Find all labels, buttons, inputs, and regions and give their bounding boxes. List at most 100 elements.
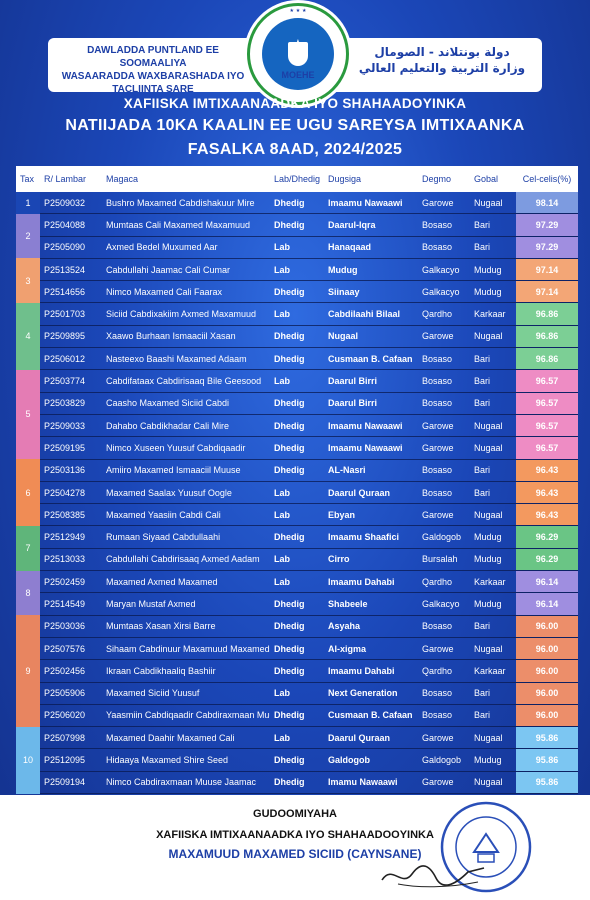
table-row: P2508385 Maxamed Yaasiin Cabdi Cali Lab Eby…	[16, 503, 578, 527]
gender-cell: Dhedig	[270, 771, 324, 795]
rank-cell: 7	[16, 525, 40, 571]
table-row: 9 P2503036 Mumtaas Xasan Xirsi Barre Dhedig…	[16, 615, 578, 727]
table-row: P2512095 Hidaaya Maxamed Shire Seed Dhedig…	[16, 748, 578, 772]
score-cell: 98.14	[516, 192, 578, 215]
score-cell: 96.29	[516, 548, 578, 572]
district-cell: Galkacyo	[418, 592, 470, 616]
school-cell: Galdogob	[324, 748, 418, 772]
district-cell: Bosaso	[418, 236, 470, 259]
school-cell: Asyaha	[324, 615, 418, 638]
district-cell: Garowe	[418, 771, 470, 795]
table-row: 7 P2512949 Rumaan Siyaad Cabdullaahi Dhedig…	[16, 525, 578, 571]
lambar-cell: P2501703	[40, 302, 102, 326]
score-cell: 96.43	[516, 481, 578, 505]
rank-cell: 6	[16, 459, 40, 526]
gender-cell: Lab	[270, 503, 324, 527]
gender-cell: Dhedig	[270, 347, 324, 371]
region-cell: Bari	[470, 682, 516, 705]
score-cell: 96.86	[516, 325, 578, 349]
lambar-cell: P2514549	[40, 592, 102, 616]
region-cell: Bari	[470, 481, 516, 505]
score-cell: 96.57	[516, 369, 578, 393]
school-cell: Daarul Quraan	[324, 726, 418, 750]
district-cell: Galdogob	[418, 525, 470, 549]
name-cell: Maxamed Axmed Maxamed	[102, 570, 270, 594]
school-cell: Next Generation	[324, 682, 418, 705]
shield-icon	[288, 42, 308, 66]
score-cell: 97.14	[516, 258, 578, 282]
gender-cell: Lab	[270, 258, 324, 282]
district-cell: Galkacyo	[418, 258, 470, 282]
gender-cell: Dhedig	[270, 592, 324, 616]
name-cell: Hidaaya Maxamed Shire Seed	[102, 748, 270, 772]
lambar-cell: P2509895	[40, 325, 102, 349]
region-cell: Mudug	[470, 258, 516, 282]
region-cell: Karkaar	[470, 302, 516, 326]
region-cell: Nugaal	[470, 503, 516, 527]
table-row: P2509194 Nimco Cabdiraxmaan Muuse Jaamac D…	[16, 771, 578, 795]
lambar-cell: P2509032	[40, 192, 102, 215]
gender-cell: Lab	[270, 302, 324, 326]
score-cell: 96.00	[516, 704, 578, 728]
region-cell: Bari	[470, 213, 516, 237]
region-cell: Nugaal	[470, 325, 516, 349]
lambar-cell: P2503036	[40, 615, 102, 638]
score-cell: 95.86	[516, 726, 578, 750]
name-cell: Maxamed Yaasiin Cabdi Cali	[102, 503, 270, 527]
region-cell: Bari	[470, 615, 516, 638]
score-cell: 96.14	[516, 570, 578, 594]
score-cell: 96.14	[516, 592, 578, 616]
footer-title: GUDOOMIYAHA	[253, 808, 337, 820]
lambar-cell: P2503829	[40, 392, 102, 415]
name-cell: Siciid Cabdixakiim Axmed Maxamuud	[102, 302, 270, 326]
region-cell: Bari	[470, 369, 516, 393]
school-cell: Daarul Birri	[324, 392, 418, 415]
org-name-arabic: دولة بونتلاند - الصومال وزارة التربية وا…	[352, 44, 532, 76]
table-body: 1 P2509032 Bushro Maxamed Cabdishakuur Mir…	[16, 192, 578, 795]
region-cell: Nugaal	[470, 771, 516, 795]
district-cell: Garowe	[418, 192, 470, 215]
region-cell: Mudug	[470, 525, 516, 549]
region-cell: Bari	[470, 347, 516, 371]
district-cell: Bosaso	[418, 369, 470, 393]
gender-cell: Dhedig	[270, 659, 324, 683]
region-cell: Nugaal	[470, 726, 516, 750]
district-cell: Bosaso	[418, 704, 470, 728]
col-header-magaca: Magaca	[102, 166, 270, 192]
name-cell: Maryan Mustaf Axmed	[102, 592, 270, 616]
col-header-score: Cel-celis(%)	[516, 166, 578, 192]
col-header-gender: Lab/Dhedig	[270, 166, 324, 192]
region-cell: Bari	[470, 392, 516, 415]
district-cell: Bosaso	[418, 682, 470, 705]
rank-cell: 10	[16, 726, 40, 794]
name-cell: Maxamed Siciid Yuusuf	[102, 682, 270, 705]
gender-cell: Dhedig	[270, 325, 324, 349]
district-cell: Qardho	[418, 302, 470, 326]
school-cell: Cirro	[324, 548, 418, 572]
lambar-cell: P2507576	[40, 637, 102, 661]
lambar-cell: P2512095	[40, 748, 102, 772]
table-row: 1 P2509032 Bushro Maxamed Cabdishakuur Mir…	[16, 192, 578, 215]
gender-cell: Lab	[270, 481, 324, 505]
lambar-cell: P2503136	[40, 459, 102, 482]
footer-office: XAFIISKA IMTIXAANAADKA IYO SHAHAADOOYINK…	[156, 829, 434, 841]
district-cell: Garowe	[418, 637, 470, 661]
district-cell: Galkacyo	[418, 280, 470, 304]
gender-cell: Dhedig	[270, 525, 324, 549]
logo-emblem: ★	[262, 18, 334, 90]
signature	[381, 865, 485, 888]
region-cell: Bari	[470, 459, 516, 482]
region-cell: Nugaal	[470, 436, 516, 460]
school-cell: Nugaal	[324, 325, 418, 349]
lambar-cell: P2502459	[40, 570, 102, 594]
lambar-cell: P2504278	[40, 481, 102, 505]
page-title: NATIIJADA 10KA KAALIN EE UGU SAREYSA IMT…	[65, 117, 525, 134]
district-cell: Bosaso	[418, 213, 470, 237]
col-header-lambar: R/ Lambar	[40, 166, 102, 192]
score-cell: 96.57	[516, 414, 578, 438]
table-row: P2509895 Xaawo Burhaan Ismaaciil Xasan Dhe…	[16, 325, 578, 349]
school-cell: Imaamu Nawaawi	[324, 192, 418, 215]
school-cell: Imaamu Nawaawi	[324, 414, 418, 438]
lambar-cell: P2506012	[40, 347, 102, 371]
table-row: P2507576 Sihaam Cabdinuur Maxamuud Maxame…	[16, 637, 578, 661]
